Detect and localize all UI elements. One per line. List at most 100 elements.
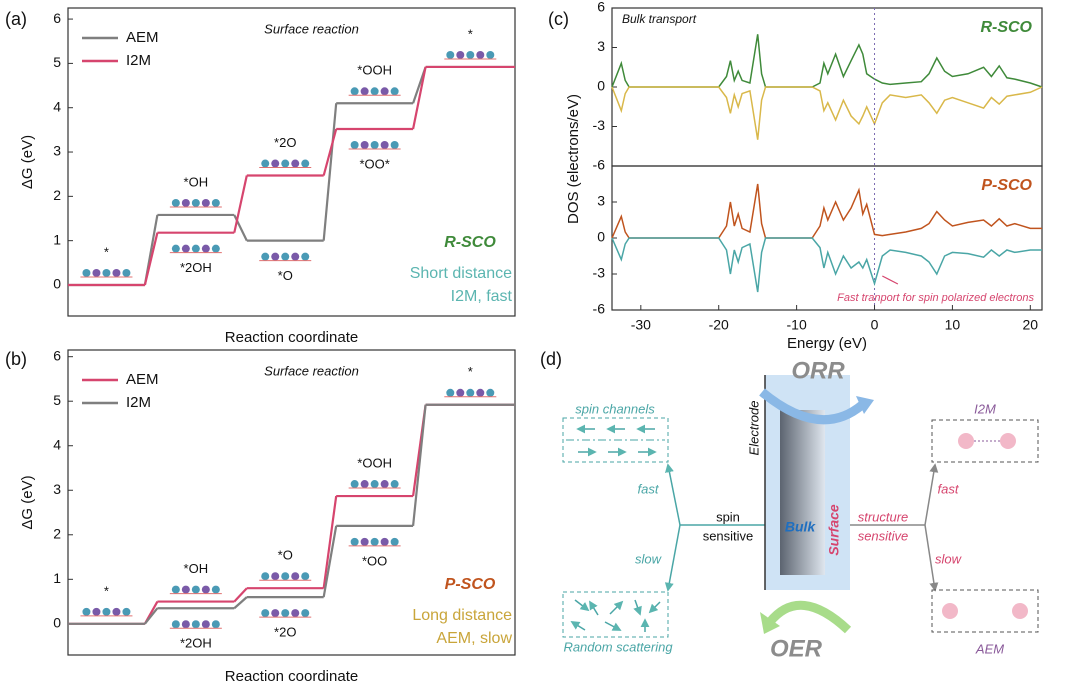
molecule-icon xyxy=(271,572,280,581)
y-tick-label: 6 xyxy=(53,347,61,363)
molecule-icon xyxy=(261,572,270,581)
random-arrows xyxy=(570,599,661,632)
note: Short distance xyxy=(410,265,512,282)
molecule-icon xyxy=(191,198,200,207)
state-label: *2O xyxy=(274,625,296,640)
box xyxy=(562,417,669,463)
molecule-icon xyxy=(456,50,465,59)
molecule-icon xyxy=(281,159,290,168)
molecule-icon xyxy=(301,252,310,261)
arrows xyxy=(576,424,657,457)
molecule-icon xyxy=(466,388,475,397)
molecule-icon xyxy=(201,244,210,253)
y-tick-label: -3 xyxy=(593,265,606,281)
panel-label: (c) xyxy=(548,9,569,29)
subtitle: Bulk transport xyxy=(622,12,697,26)
y-tick-label: 1 xyxy=(53,231,61,247)
panel-label: (d) xyxy=(540,349,562,369)
molecule-icon xyxy=(476,50,485,59)
panel-label: (b) xyxy=(5,349,27,369)
molecule-icon xyxy=(370,480,379,489)
molecule-icon xyxy=(476,388,485,397)
y-tick-label: 6 xyxy=(53,10,61,26)
state-label: *O xyxy=(278,268,293,283)
x-tick-label: 10 xyxy=(945,317,961,333)
molecule-icon xyxy=(112,607,121,616)
y-tick-label: 5 xyxy=(53,392,61,408)
molecule-icon xyxy=(486,388,495,397)
molecule-icon xyxy=(102,268,111,277)
molecule-icon xyxy=(211,585,220,594)
box xyxy=(562,591,669,638)
molecule-icon xyxy=(390,87,399,96)
state-label: *OO* xyxy=(359,156,389,171)
note-arrow xyxy=(882,275,899,285)
molecule-icon xyxy=(301,572,310,581)
connector xyxy=(233,175,248,233)
x-axis-label: Reaction coordinate xyxy=(225,329,358,346)
molecule-icon xyxy=(350,140,359,149)
state-label: *2OH xyxy=(180,636,212,651)
molecule-icon xyxy=(181,585,190,594)
y-tick-label: 0 xyxy=(53,276,61,292)
y-tick-label: 3 xyxy=(53,481,61,497)
molecule-icon xyxy=(466,50,475,59)
atom xyxy=(1012,603,1028,619)
box xyxy=(931,419,1039,463)
state-label: *OOH xyxy=(357,455,392,470)
molecule-icon xyxy=(211,620,220,629)
y-tick-label: 2 xyxy=(53,187,61,203)
state-label: *OOH xyxy=(357,63,392,78)
y-tick-label: 3 xyxy=(597,38,605,54)
molecule-icon xyxy=(211,198,220,207)
note: AEM, slow xyxy=(436,630,512,647)
molecule-icon xyxy=(271,609,280,618)
molecule-icon xyxy=(281,252,290,261)
molecule-icon xyxy=(92,268,101,277)
molecule-icon xyxy=(446,50,455,59)
molecule-icon xyxy=(181,198,190,207)
system-label: P-SCO xyxy=(445,576,496,593)
molecule-icon xyxy=(191,585,200,594)
molecule-icon xyxy=(380,140,389,149)
molecule-icon xyxy=(171,620,180,629)
molecule-icon xyxy=(281,609,290,618)
subtitle: Surface reaction xyxy=(264,21,359,36)
molecule-icon xyxy=(171,585,180,594)
molecule-icon xyxy=(261,252,270,261)
state-label: *2O xyxy=(274,135,296,150)
y-tick-label: 3 xyxy=(53,143,61,159)
connector xyxy=(411,404,427,526)
molecule-icon xyxy=(281,572,290,581)
connector xyxy=(143,232,159,286)
dos-line xyxy=(611,86,1043,140)
x-tick-label: -30 xyxy=(631,317,651,333)
state-label: * xyxy=(468,26,473,41)
system-label: R-SCO xyxy=(444,234,496,251)
system-label: R-SCO xyxy=(980,19,1032,36)
note: I2M, fast xyxy=(451,288,513,305)
y-tick-label: 0 xyxy=(597,229,605,245)
molecule-icon xyxy=(261,159,270,168)
note: Long distance xyxy=(412,607,512,624)
label: OER xyxy=(770,635,823,662)
label: structure xyxy=(858,509,909,524)
label: fast xyxy=(638,481,660,496)
molecule-icon xyxy=(301,609,310,618)
label: spin channels xyxy=(575,401,655,416)
label: Surface xyxy=(826,504,842,556)
y-tick-label: 0 xyxy=(53,615,61,631)
molecule-icon xyxy=(370,87,379,96)
legend-label: I2M xyxy=(126,52,151,69)
atom xyxy=(1000,433,1016,449)
fork xyxy=(664,463,765,592)
panel-label: (a) xyxy=(5,9,27,29)
connector xyxy=(144,607,159,625)
oer-arrow xyxy=(766,600,852,634)
box xyxy=(931,589,1039,633)
atom xyxy=(958,433,974,449)
connector xyxy=(322,525,338,598)
y-tick-label: 3 xyxy=(597,193,605,209)
x-tick-label: -20 xyxy=(709,317,729,333)
